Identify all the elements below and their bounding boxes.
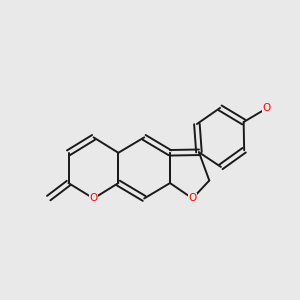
Text: O: O xyxy=(262,103,271,113)
Text: O: O xyxy=(89,194,98,203)
Text: O: O xyxy=(188,194,196,203)
